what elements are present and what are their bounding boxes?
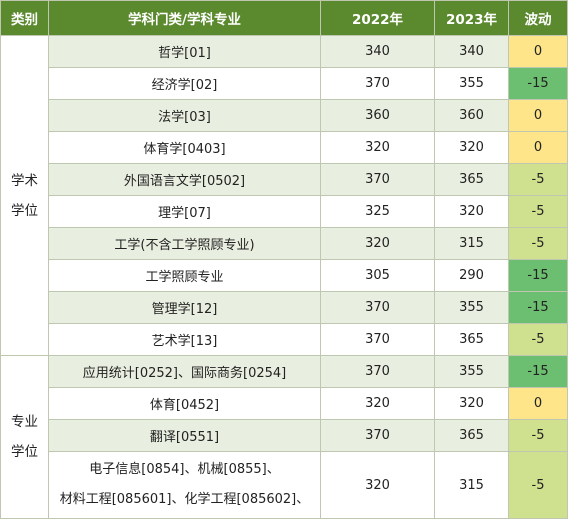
table-row: 管理学[12] 370 355 -15	[1, 291, 568, 324]
score-2023-cell: 315	[434, 451, 509, 519]
score-2023-cell: 320	[434, 387, 509, 420]
table-row: 理学[07] 325 320 -5	[1, 195, 568, 228]
subject-cell: 翻译[0551]	[48, 419, 321, 452]
score-2023-cell: 365	[434, 163, 509, 196]
change-cell: -5	[508, 195, 568, 228]
subject-cell: 法学[03]	[48, 99, 321, 132]
table-row: 电子信息[0854]、机械[0855]、 材料工程[085601]、化学工程[0…	[1, 451, 568, 519]
header-2022: 2022年	[320, 0, 435, 36]
category-cell-professional: 专业 学位	[0, 355, 49, 519]
change-cell: -5	[508, 227, 568, 260]
subject-cell: 体育[0452]	[48, 387, 321, 420]
change-cell: -15	[508, 355, 568, 388]
table-row: 翻译[0551] 370 365 -5	[1, 419, 568, 452]
change-cell: -5	[508, 419, 568, 452]
score-2023-cell: 340	[434, 35, 509, 68]
change-cell: -15	[508, 67, 568, 100]
score-2022-cell: 320	[320, 131, 435, 164]
score-2022-cell: 370	[320, 419, 435, 452]
table-row: 经济学[02] 370 355 -15	[1, 67, 568, 100]
subject-cell: 工学照顾专业	[48, 259, 321, 292]
change-cell: -5	[508, 451, 568, 519]
subject-cell: 外国语言文学[0502]	[48, 163, 321, 196]
score-2022-cell: 360	[320, 99, 435, 132]
score-2023-cell: 355	[434, 355, 509, 388]
change-cell: -15	[508, 291, 568, 324]
score-2022-cell: 370	[320, 291, 435, 324]
table-row: 外国语言文学[0502] 370 365 -5	[1, 163, 568, 196]
score-2022-cell: 305	[320, 259, 435, 292]
change-cell: 0	[508, 35, 568, 68]
subject-cell: 电子信息[0854]、机械[0855]、 材料工程[085601]、化学工程[0…	[48, 451, 321, 519]
score-2022-cell: 340	[320, 35, 435, 68]
score-2023-cell: 355	[434, 67, 509, 100]
subject-cell: 哲学[01]	[48, 35, 321, 68]
category-label-line1: 学术	[11, 172, 38, 189]
score-2022-cell: 370	[320, 163, 435, 196]
change-cell: 0	[508, 131, 568, 164]
header-subject: 学科门类/学科专业	[48, 0, 321, 36]
header-row: 类别 学科门类/学科专业 2022年 2023年 波动	[0, 0, 568, 36]
change-cell: 0	[508, 99, 568, 132]
category-label-line1: 专业	[11, 414, 38, 430]
table-row: 工学照顾专业 305 290 -15	[1, 259, 568, 292]
subject-cell: 艺术学[13]	[48, 323, 321, 356]
category-label-line2: 学位	[11, 444, 38, 460]
score-2023-cell: 365	[434, 323, 509, 356]
subject-cell: 理学[07]	[48, 195, 321, 228]
table-row: 学术 学位 哲学[01] 340 340 0	[0, 35, 568, 356]
score-2023-cell: 290	[434, 259, 509, 292]
table-row: 艺术学[13] 370 365 -5	[1, 323, 568, 356]
change-cell: -5	[508, 163, 568, 196]
table-row: 体育[0452] 320 320 0	[1, 387, 568, 420]
change-cell: -5	[508, 323, 568, 356]
category-label-line2: 学位	[11, 202, 38, 219]
score-2022-cell: 325	[320, 195, 435, 228]
table-row: 工学(不含工学照顾专业) 320 315 -5	[1, 227, 568, 260]
change-cell: -15	[508, 259, 568, 292]
score-2023-cell: 320	[434, 195, 509, 228]
score-2023-cell: 365	[434, 419, 509, 452]
header-category: 类别	[0, 0, 49, 36]
subject-line1: 电子信息[0854]、机械[0855]、	[89, 462, 280, 477]
subject-cell: 体育学[0403]	[48, 131, 321, 164]
header-2023: 2023年	[434, 0, 509, 36]
subject-cell: 管理学[12]	[48, 291, 321, 324]
subject-cell: 工学(不含工学照顾专业)	[48, 227, 321, 260]
subject-line2: 材料工程[085601]、化学工程[085602]、	[59, 492, 310, 507]
subject-cell: 应用统计[0252]、国际商务[0254]	[48, 355, 321, 388]
score-2022-cell: 320	[320, 227, 435, 260]
score-2022-cell: 320	[320, 387, 435, 420]
table-row: 体育学[0403] 320 320 0	[1, 131, 568, 164]
score-2022-cell: 370	[320, 67, 435, 100]
score-2022-cell: 370	[320, 323, 435, 356]
table-row: 专业 学位 应用统计[0252]、国际商务[0254] 370 355 -15	[0, 355, 568, 519]
score-2023-cell: 360	[434, 99, 509, 132]
score-2023-cell: 320	[434, 131, 509, 164]
category-cell-academic: 学术 学位	[0, 35, 49, 356]
score-2023-cell: 315	[434, 227, 509, 260]
score-2022-cell: 370	[320, 355, 435, 388]
change-cell: 0	[508, 387, 568, 420]
table-row: 法学[03] 360 360 0	[1, 99, 568, 132]
score-2022-cell: 320	[320, 451, 435, 519]
score-2023-cell: 355	[434, 291, 509, 324]
subject-cell: 经济学[02]	[48, 67, 321, 100]
header-change: 波动	[508, 0, 568, 36]
